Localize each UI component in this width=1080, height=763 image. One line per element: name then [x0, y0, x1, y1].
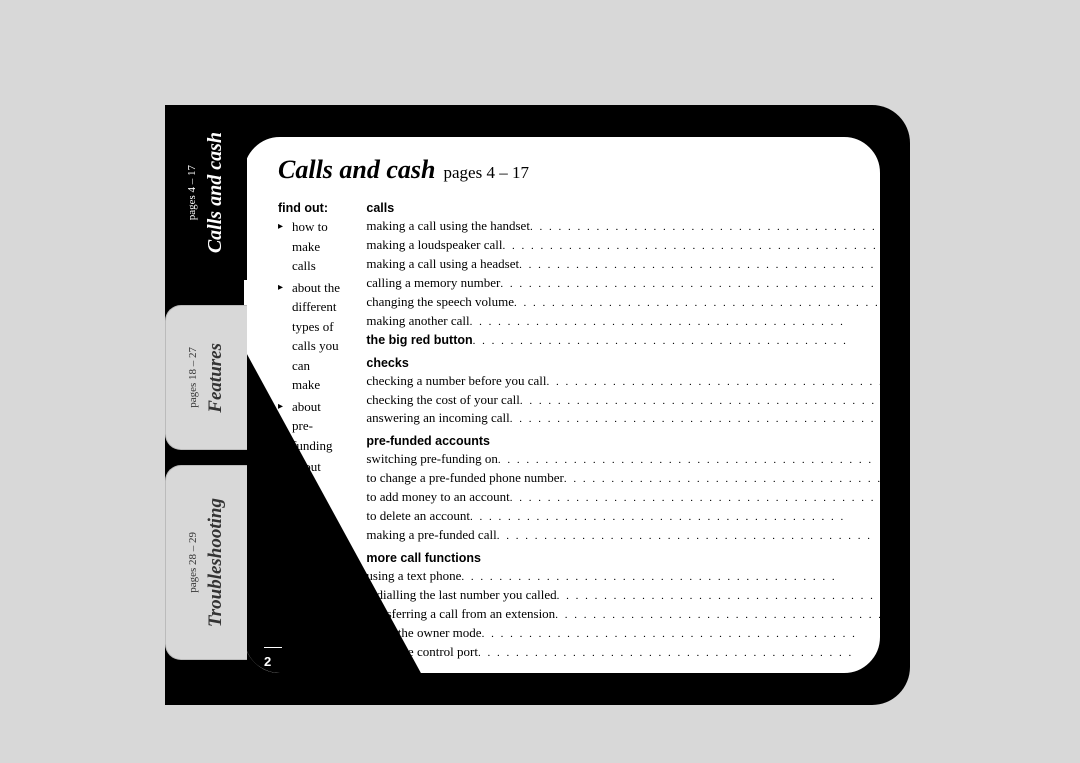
find-out-column: find out: how to make callsabout the dif… — [278, 195, 340, 675]
toc-heading: pre-funded accounts — [366, 434, 882, 448]
title-range: pages 4 – 17 — [444, 163, 529, 182]
toc-heading: more call functions — [366, 551, 882, 565]
toc-dots — [555, 605, 882, 624]
toc-dots — [519, 255, 882, 274]
toc-entry: calling a memory number 6 — [366, 274, 882, 293]
toc-label: calling a memory number — [366, 274, 500, 293]
toc-dots — [510, 409, 882, 428]
section-title: Calls and cash pages 4 – 17 — [278, 155, 846, 185]
toc-entry: checking a number before you call 8 — [366, 372, 882, 391]
find-out-heading: find out: — [278, 201, 340, 215]
toc-entry: changing the speech volume 6 — [366, 293, 882, 312]
toc-dots — [564, 469, 882, 488]
toc-dots — [461, 567, 882, 586]
toc-column: callsmaking a call using the handset 4ma… — [366, 195, 882, 675]
page-number: 2 — [264, 647, 282, 669]
tab-calls-and-cash[interactable]: Calls and cash pages 4 – 17 — [165, 105, 247, 280]
toc-label: changing the speech volume — [366, 293, 514, 312]
toc-entry: answering an incoming call 9 — [366, 409, 882, 428]
toc-heading: cash — [366, 668, 882, 675]
toc-dots — [510, 488, 882, 507]
toc-entry: making a pre-funded call 13 — [366, 526, 882, 545]
toc-label: making another call — [366, 312, 469, 331]
toc-entry: checking the cost of your call 9 — [366, 391, 882, 410]
title-main: Calls and cash — [278, 155, 436, 184]
toc-dots — [482, 624, 882, 643]
tab-pages: pages 18 – 27 — [187, 347, 199, 408]
tab-label: Calls and cash — [204, 132, 227, 253]
toc-dots — [530, 217, 882, 236]
toc-dots — [470, 507, 882, 526]
tab-label: Troubleshooting — [205, 498, 227, 627]
toc-entry: switching pre-funding on 10 — [366, 450, 882, 469]
tab-pages: pages 28 – 29 — [187, 532, 199, 593]
find-out-item: about the different types of calls you c… — [278, 278, 340, 395]
toc-entry: using a text phone 14 — [366, 567, 882, 586]
tab-label: Features — [205, 343, 227, 413]
toc-entry: transferring a call from an extension 15 — [366, 605, 882, 624]
toc-entry: redialling the last number you called 15 — [366, 586, 882, 605]
toc-dots — [502, 236, 882, 255]
toc-entry: using the owner mode 16 — [366, 624, 882, 643]
tab-pages: pages 4 – 17 — [186, 165, 198, 220]
side-tabs: Calls and cash pages 4 – 17 Features pag… — [165, 105, 247, 705]
toc-entry: to delete an account 12 — [366, 507, 882, 526]
toc-entry: to add money to an account 12 — [366, 488, 882, 507]
toc-entry: the big red button 8 — [366, 331, 882, 350]
find-out-item: about more call functions — [278, 457, 340, 535]
toc-dots — [500, 274, 882, 293]
toc-dots — [547, 372, 882, 391]
toc-entry: making a call using the handset 4 — [366, 217, 882, 236]
toc-dots — [478, 643, 882, 662]
toc-heading: checks — [366, 356, 882, 370]
toc-label: making a call using a headset — [366, 255, 519, 274]
find-out-item: how to check your cash — [278, 537, 340, 615]
toc-label: making a call using the handset — [366, 217, 530, 236]
tab-features[interactable]: Features pages 18 – 27 — [165, 305, 247, 450]
find-out-list: how to make callsabout the different typ… — [278, 217, 340, 615]
toc-label: making a loudspeaker call — [366, 236, 502, 255]
toc-dots — [520, 391, 882, 410]
toc-dots — [473, 331, 882, 350]
page-inner: Calls and cash pages 4 – 17 find out: ho… — [242, 135, 882, 675]
toc-entry: to change a pre-funded phone number 11 — [366, 469, 882, 488]
find-out-item: how to make calls — [278, 217, 340, 276]
toc-dots — [514, 293, 882, 312]
toc-entry: making a call using a headset 5 — [366, 255, 882, 274]
toc-entry: making another call 7 — [366, 312, 882, 331]
toc-dots — [497, 526, 882, 545]
find-out-item: about pre-funding — [278, 397, 340, 456]
page-outer: Calls and cash pages 4 – 17 find out: ho… — [165, 105, 910, 705]
toc-dots — [470, 312, 882, 331]
toc-dots — [557, 586, 882, 605]
toc-entry: making a loudspeaker call 4 — [366, 236, 882, 255]
tab-troubleshooting[interactable]: Troubleshooting pages 28 – 29 — [165, 465, 247, 660]
toc-entry: using the control port 16 — [366, 643, 882, 662]
toc-heading: calls — [366, 201, 882, 215]
toc-dots — [498, 450, 882, 469]
